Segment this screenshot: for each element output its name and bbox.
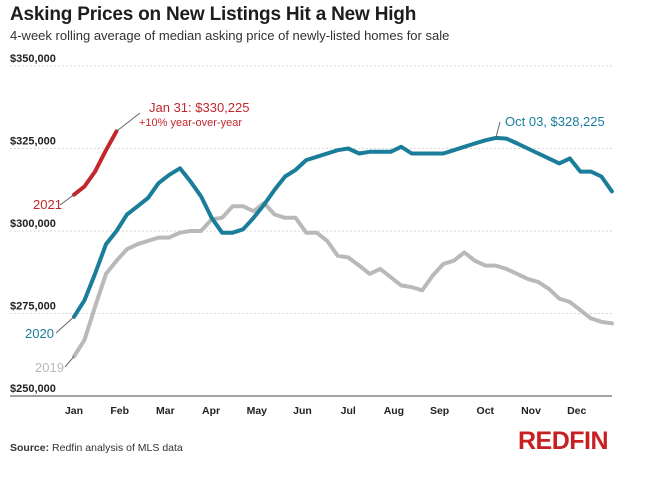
x-tick-label: Dec [567,405,586,417]
series-line-2019 [72,201,614,359]
x-tick-label: Nov [521,405,541,417]
series-layer [72,129,614,359]
x-tick-label: Aug [384,405,404,417]
x-tick-label: Jul [341,405,356,417]
series-line-2021 [72,129,119,197]
x-tick-label: Oct [477,405,495,417]
source-note: Source: Redfin analysis of MLS data [10,442,183,454]
x-tick-label: Mar [156,405,175,417]
page-title: Asking Prices on New Listings Hit a New … [10,4,417,25]
series-leader-2019 [64,356,75,368]
y-tick-label: $325,000 [10,136,56,148]
x-tick-label: Jun [293,405,312,417]
series-label-2019: 2019 [35,360,64,375]
axis-layer: $250,000 $275,000 $300,000 $325,000 $350,000… [10,53,612,417]
series-label-2021: 2021 [33,197,62,212]
y-tick-label: $300,000 [10,218,56,230]
redfin-logo: REDFIN [518,427,609,455]
y-tick-label: $250,000 [10,383,56,395]
x-tick-label: Jan [65,405,83,417]
annotation-leader-2020 [495,121,501,138]
annotation-2020-value: Oct 03, $328,225 [505,114,605,129]
annotation-2021-value: Jan 31: $330,225 [149,100,249,115]
x-tick-label: May [247,405,268,417]
x-tick-label: Feb [110,405,129,417]
series-label-2020: 2020 [25,326,54,341]
y-tick-label: $350,000 [10,53,56,65]
annotation-layer: 2021 2020 2019 Jan 31: $330,225 +10% year-ov… [25,100,605,375]
annotation-leader-2021 [116,112,141,132]
series-leader-2020 [55,316,75,334]
y-tick-label: $275,000 [10,301,56,313]
annotation-2021-yoy: +10% year-over-year [139,117,242,129]
series-leader-2021 [59,194,75,206]
source-text: Redfin analysis of MLS data [52,442,183,454]
x-tick-label: Apr [202,405,220,417]
source-label: Source: [10,442,50,454]
series-line-2020 [72,135,614,319]
chart-subtitle: 4-week rolling average of median asking … [10,28,450,43]
x-tick-label: Sep [430,405,449,417]
